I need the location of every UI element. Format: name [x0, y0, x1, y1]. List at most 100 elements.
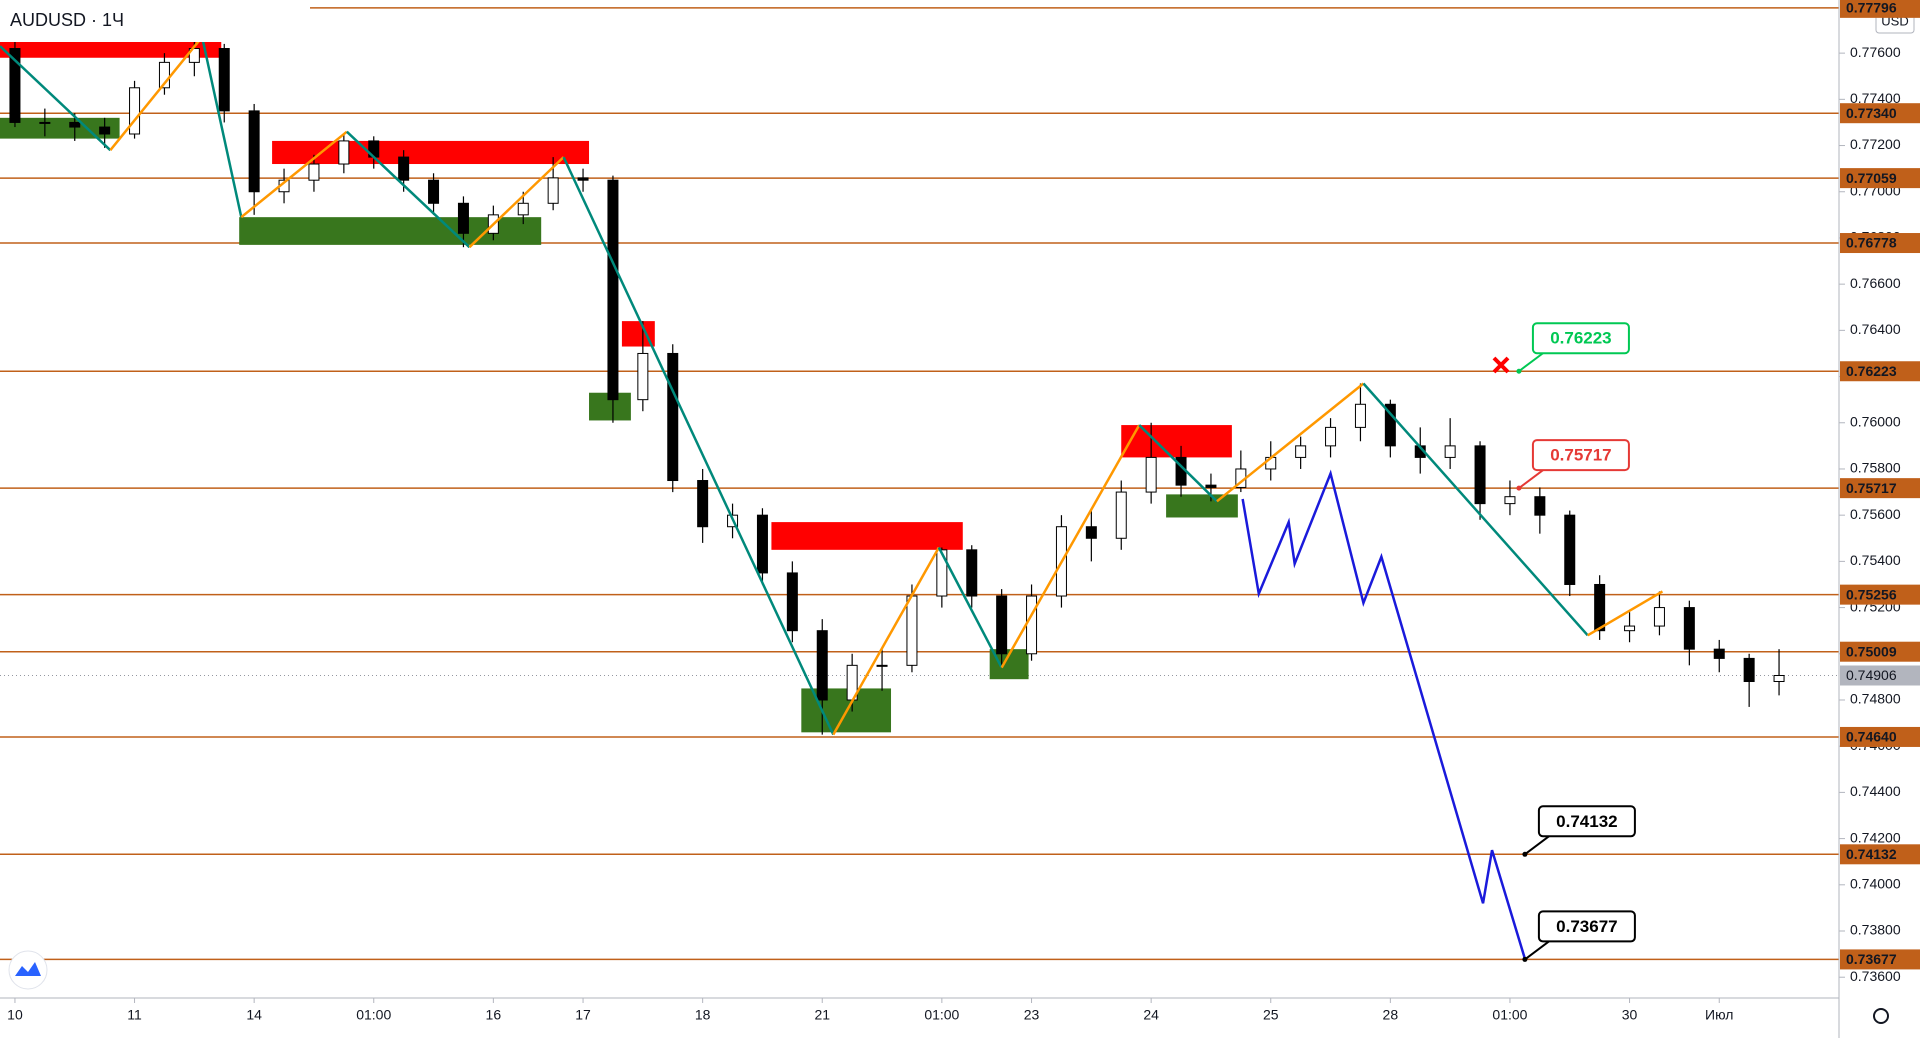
candle-body: [1145, 456, 1157, 493]
candle-body: [697, 480, 709, 528]
callout-pointer: [1518, 352, 1544, 373]
y-tick-label: 0.76600: [1850, 275, 1901, 291]
candle-body: [906, 595, 918, 666]
candle-body: [1205, 484, 1217, 488]
zone: [771, 522, 963, 550]
x-tick-label: 01:00: [1492, 1007, 1527, 1023]
candle-body: [1325, 426, 1337, 447]
callout-anchor: [1516, 485, 1522, 491]
candle-body: [158, 61, 170, 89]
candle-body: [1713, 648, 1725, 659]
candle-body: [876, 664, 888, 667]
candle-body: [308, 163, 320, 181]
settings-icon[interactable]: [1873, 1008, 1889, 1024]
candle-body: [1115, 491, 1127, 539]
callout-label: 0.74132: [1556, 812, 1617, 831]
candle-body: [129, 87, 141, 135]
callout-pointer: [1524, 940, 1550, 961]
callout-label: 0.73677: [1556, 917, 1617, 936]
x-tick-label: 21: [814, 1007, 830, 1023]
zigzag-segment: [1138, 424, 1218, 503]
candle-body: [966, 549, 978, 597]
level-label: 0.75717: [1846, 480, 1897, 496]
level-label: 0.77059: [1846, 170, 1897, 186]
candle-body: [1026, 595, 1038, 655]
candle-body: [338, 140, 350, 165]
candle-body: [39, 121, 51, 124]
zone: [1121, 425, 1232, 458]
y-tick-label: 0.74400: [1850, 783, 1901, 799]
callout-anchor: [1516, 368, 1522, 374]
last-price-tag: [1840, 665, 1920, 686]
callout-pointer: [1518, 469, 1544, 489]
x-tick-label: 24: [1143, 1007, 1159, 1023]
candle-body: [1743, 657, 1755, 683]
x-tick-label: 25: [1263, 1007, 1279, 1023]
candle-body: [816, 630, 828, 701]
candle-body: [1295, 445, 1307, 458]
candle-body: [936, 549, 948, 597]
zigzag-segment: [937, 546, 1003, 669]
projection-path: [1241, 469, 1527, 960]
candle-body: [1354, 403, 1366, 428]
candle-body: [1474, 445, 1486, 505]
x-tick-label: 01:00: [356, 1007, 391, 1023]
y-tick-label: 0.74200: [1850, 829, 1901, 845]
x-tick-label: 11: [127, 1007, 142, 1023]
candle-body: [1653, 607, 1665, 627]
candle-body: [1624, 625, 1636, 632]
zone: [272, 140, 590, 165]
candle-body: [457, 202, 469, 234]
candle-body: [547, 177, 559, 204]
level-label: 0.73677: [1846, 951, 1897, 967]
candle-body: [637, 352, 649, 401]
x-tick-label: 18: [695, 1007, 711, 1023]
candle-body: [398, 156, 410, 181]
zigzag-segment: [1000, 424, 1141, 669]
level-label: 0.77796: [1846, 0, 1897, 16]
zigzag-segment: [240, 130, 348, 219]
x-tick-label: 30: [1622, 1007, 1638, 1023]
x-tick-label: 28: [1383, 1007, 1399, 1023]
candle-body: [756, 514, 768, 574]
last-price-label: 0.74906: [1846, 667, 1897, 683]
candle-body: [1683, 607, 1695, 650]
zone: [1166, 494, 1238, 518]
candle-body: [577, 177, 589, 181]
candle-body: [667, 352, 679, 482]
y-tick-label: 0.75400: [1850, 552, 1901, 568]
candle-body: [607, 179, 619, 401]
y-tick-label: 0.73600: [1850, 968, 1901, 984]
zigzag-segment: [562, 156, 835, 736]
candle-body: [69, 121, 81, 128]
candle-body: [996, 595, 1008, 655]
zigzag-segment: [0, 45, 112, 152]
zigzag-segment: [109, 36, 204, 151]
candle-body: [1594, 583, 1606, 632]
logo[interactable]: [8, 950, 48, 990]
y-tick-label: 0.77400: [1850, 90, 1901, 106]
level-tag: [1840, 641, 1920, 662]
candle-body: [1564, 514, 1576, 585]
x-tick-label: 16: [486, 1007, 502, 1023]
zigzag-segment: [1216, 382, 1365, 503]
candle-body: [1384, 403, 1396, 447]
level-tag: [1840, 478, 1920, 499]
level-tag: [1840, 103, 1920, 124]
zigzag-segment: [200, 36, 243, 218]
level-tag: [1840, 0, 1920, 18]
candle-body: [1504, 496, 1516, 505]
callout-box: [1537, 910, 1636, 943]
level-label: 0.76778: [1846, 235, 1897, 251]
callout-label: 0.75717: [1550, 446, 1611, 465]
cancel-marker: [1492, 356, 1510, 374]
y-tick-label: 0.73800: [1850, 922, 1901, 938]
zigzag-segment: [468, 156, 565, 249]
level-tag: [1840, 233, 1920, 254]
price-axis: 0.73600 0.73800 0.74000 0.74200 0.74400 0.746…: [1839, 0, 1920, 984]
level-tag: [1840, 726, 1920, 747]
level-label: 0.76223: [1846, 363, 1897, 379]
candle-body: [9, 48, 21, 123]
zigzag-segment: [345, 130, 471, 249]
callout-pointer: [1524, 835, 1550, 856]
